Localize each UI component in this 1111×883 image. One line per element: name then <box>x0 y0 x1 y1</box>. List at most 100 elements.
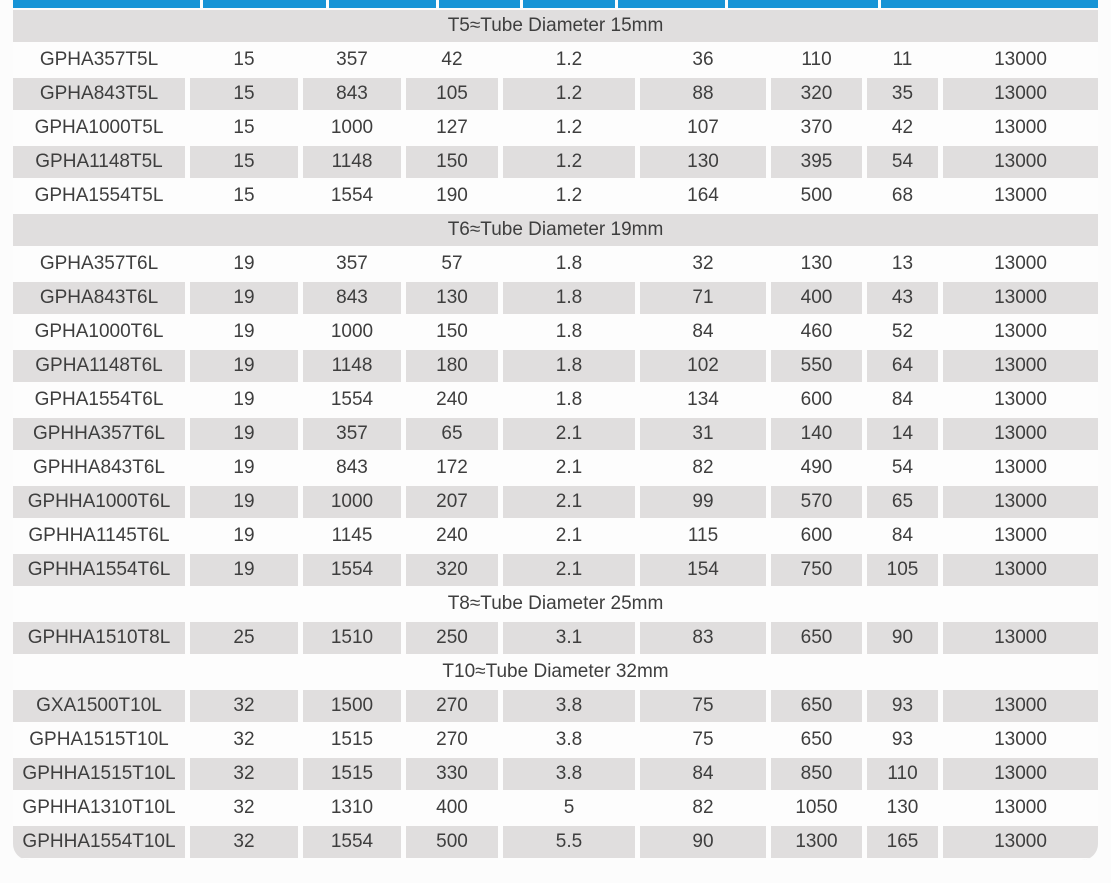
value-cell: 650 <box>771 690 867 724</box>
value-cell: 19 <box>190 384 303 418</box>
table-row: GPHHA1515T10L 32 1515 330 3.8 84 850 110 13000 <box>13 758 1098 792</box>
value-cell: 19 <box>190 452 303 486</box>
value-cell: 31 <box>640 418 771 452</box>
model-cell: GPHHA1310T10L <box>13 792 190 826</box>
value-cell: 1145 <box>303 520 406 554</box>
value-cell: 64 <box>867 350 943 384</box>
value-cell: 42 <box>406 44 503 78</box>
value-cell: 110 <box>771 44 867 78</box>
value-cell: 1300 <box>771 826 867 860</box>
value-cell: 13000 <box>943 486 1098 520</box>
value-cell: 32 <box>640 248 771 282</box>
value-cell: 2.1 <box>503 486 640 520</box>
value-cell: 843 <box>303 78 406 112</box>
value-cell: 400 <box>771 282 867 316</box>
section-title: T5≈Tube Diameter 15mm <box>13 10 1098 44</box>
value-cell: 1515 <box>303 758 406 792</box>
value-cell: 13000 <box>943 384 1098 418</box>
value-cell: 36 <box>640 44 771 78</box>
value-cell: 15 <box>190 44 303 78</box>
value-cell: 32 <box>190 826 303 860</box>
table-row: GPHA1148T6L 19 1148 180 1.8 102 550 64 13000 <box>13 350 1098 384</box>
value-cell: 500 <box>771 180 867 214</box>
model-cell: GPHHA357T6L <box>13 418 190 452</box>
value-cell: 13000 <box>943 316 1098 350</box>
value-cell: 19 <box>190 486 303 520</box>
value-cell: 550 <box>771 350 867 384</box>
value-cell: 5.5 <box>503 826 640 860</box>
value-cell: 357 <box>303 44 406 78</box>
table-row: GPHA357T5L 15 357 42 1.2 36 110 11 13000 <box>13 44 1098 78</box>
value-cell: 107 <box>640 112 771 146</box>
model-cell: GPHHA1554T6L <box>13 554 190 588</box>
value-cell: 3.1 <box>503 622 640 656</box>
value-cell: 2.1 <box>503 452 640 486</box>
model-cell: GPHA1554T5L <box>13 180 190 214</box>
value-cell: 1554 <box>303 826 406 860</box>
value-cell: 32 <box>190 724 303 758</box>
table-row: GXA1500T10L 32 1500 270 3.8 75 650 93 13000 <box>13 690 1098 724</box>
table-row: GPHHA357T6L 19 357 65 2.1 31 140 14 13000 <box>13 418 1098 452</box>
value-cell: 19 <box>190 520 303 554</box>
table-row: GPHHA1554T6L 19 1554 320 2.1 154 750 105 13000 <box>13 554 1098 588</box>
value-cell: 1554 <box>303 180 406 214</box>
value-cell: 1.2 <box>503 44 640 78</box>
value-cell: 127 <box>406 112 503 146</box>
value-cell: 13000 <box>943 826 1098 860</box>
value-cell: 14 <box>867 418 943 452</box>
value-cell: 5 <box>503 792 640 826</box>
spec-table: T5≈Tube Diameter 15mm GPHA357T5L 15 357 42 1.… <box>13 0 1098 860</box>
value-cell: 1.2 <box>503 112 640 146</box>
value-cell: 154 <box>640 554 771 588</box>
value-cell: 75 <box>640 724 771 758</box>
value-cell: 102 <box>640 350 771 384</box>
value-cell: 1000 <box>303 486 406 520</box>
value-cell: 650 <box>771 724 867 758</box>
model-cell: GPHA357T5L <box>13 44 190 78</box>
value-cell: 32 <box>190 690 303 724</box>
value-cell: 150 <box>406 146 503 180</box>
value-cell: 32 <box>190 758 303 792</box>
value-cell: 1.8 <box>503 384 640 418</box>
value-cell: 13000 <box>943 452 1098 486</box>
model-cell: GPHA1148T5L <box>13 146 190 180</box>
model-cell: GPHHA1554T10L <box>13 826 190 860</box>
table-header-strip <box>13 0 1098 8</box>
table-row: GPHA1515T10L 32 1515 270 3.8 75 650 93 13000 <box>13 724 1098 758</box>
value-cell: 15 <box>190 180 303 214</box>
value-cell: 13000 <box>943 724 1098 758</box>
value-cell: 370 <box>771 112 867 146</box>
model-cell: GPHA1515T10L <box>13 724 190 758</box>
value-cell: 250 <box>406 622 503 656</box>
value-cell: 134 <box>640 384 771 418</box>
column-divider <box>326 0 329 8</box>
value-cell: 75 <box>640 690 771 724</box>
model-cell: GPHA357T6L <box>13 248 190 282</box>
value-cell: 240 <box>406 520 503 554</box>
value-cell: 11 <box>867 44 943 78</box>
value-cell: 52 <box>867 316 943 350</box>
value-cell: 15 <box>190 78 303 112</box>
table-row: GPHA843T6L 19 843 130 1.8 71 400 43 13000 <box>13 282 1098 316</box>
value-cell: 1148 <box>303 350 406 384</box>
value-cell: 93 <box>867 690 943 724</box>
value-cell: 850 <box>771 758 867 792</box>
value-cell: 1.8 <box>503 282 640 316</box>
column-divider <box>200 0 203 8</box>
value-cell: 84 <box>867 520 943 554</box>
value-cell: 13000 <box>943 554 1098 588</box>
model-cell: GPHA843T5L <box>13 78 190 112</box>
value-cell: 65 <box>867 486 943 520</box>
value-cell: 1050 <box>771 792 867 826</box>
value-cell: 13 <box>867 248 943 282</box>
value-cell: 19 <box>190 554 303 588</box>
section-row: T10≈Tube Diameter 32mm <box>13 656 1098 690</box>
column-divider <box>878 0 881 8</box>
value-cell: 165 <box>867 826 943 860</box>
table-row: GPHA1554T5L 15 1554 190 1.2 164 500 68 13000 <box>13 180 1098 214</box>
value-cell: 13000 <box>943 690 1098 724</box>
value-cell: 2.1 <box>503 520 640 554</box>
value-cell: 1.2 <box>503 180 640 214</box>
value-cell: 13000 <box>943 282 1098 316</box>
